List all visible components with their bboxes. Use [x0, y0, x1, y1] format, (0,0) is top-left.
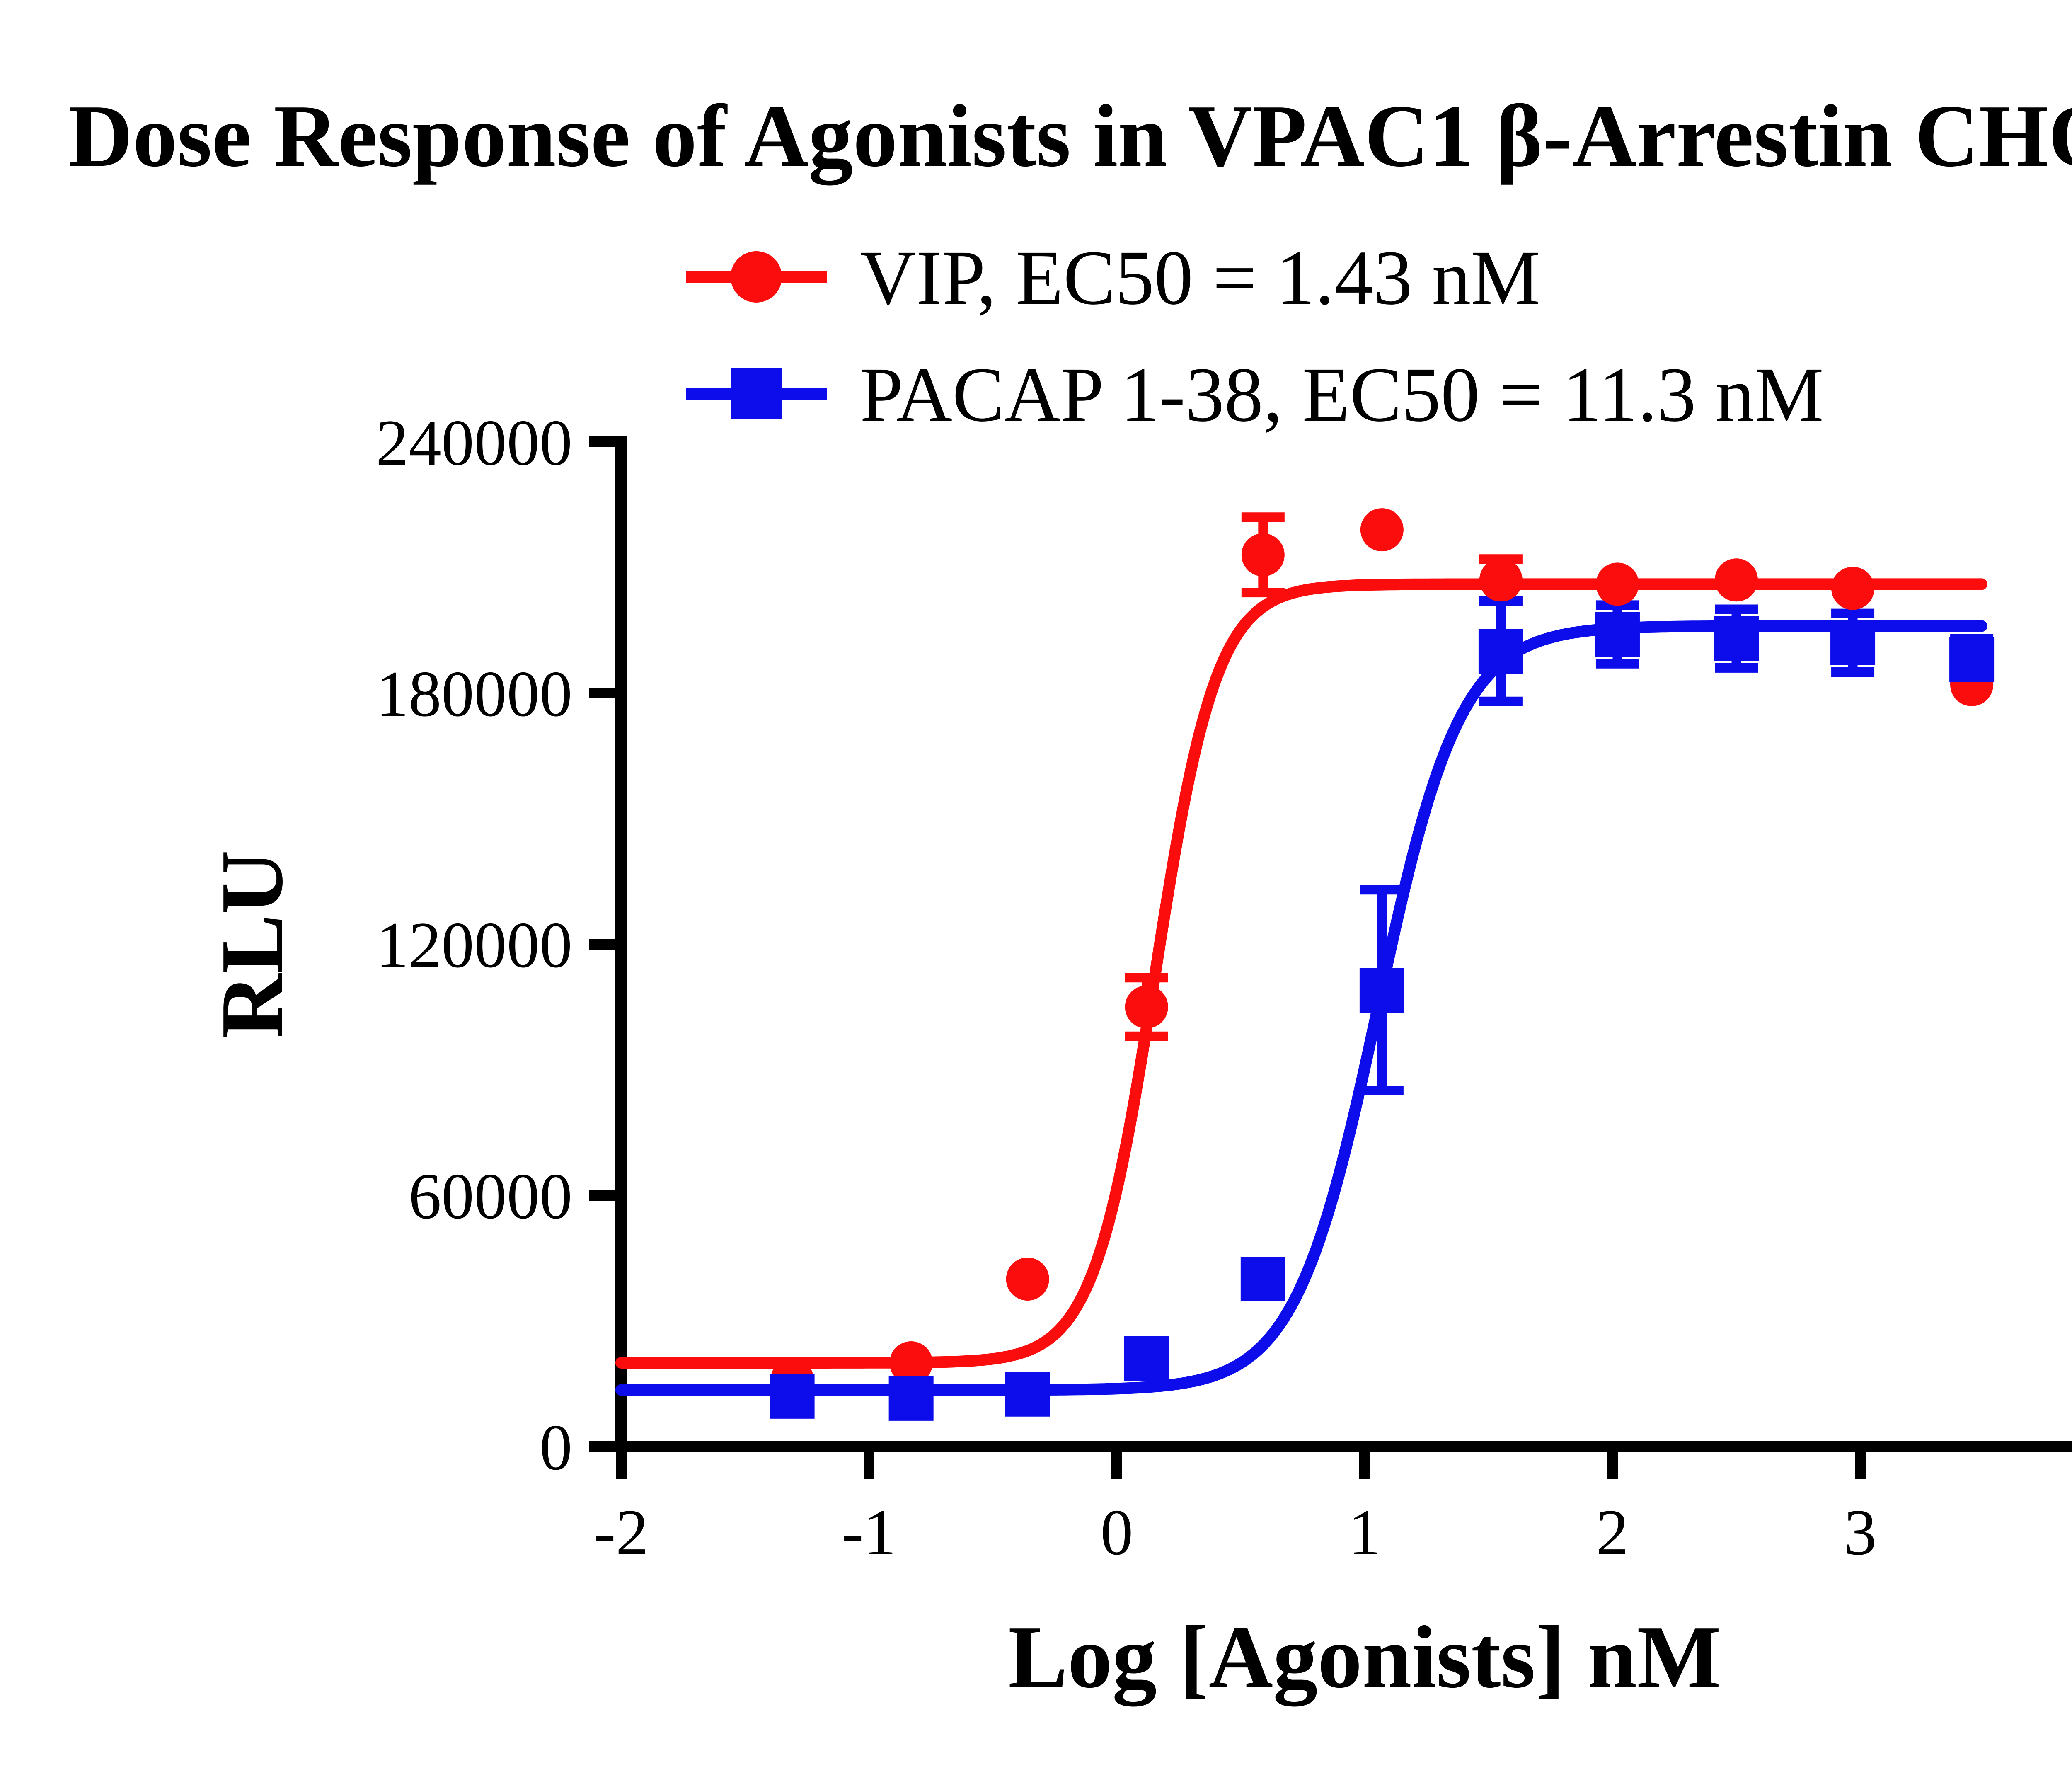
x-tick-label: -1 [842, 1496, 896, 1569]
vip-legend-label: VIP, EC50 = 1.43 nM [860, 234, 1540, 321]
data-points-layer [770, 508, 1995, 1421]
chart-title: Dose Response of Agonists in VPAC1 β-Arr… [68, 86, 2072, 185]
x-tick-label: 0 [1101, 1496, 1133, 1569]
pacap-legend-square-marker [731, 368, 782, 419]
legend: VIP, EC50 = 1.43 nM PACAP 1-38, EC50 = 1… [686, 234, 1824, 438]
pacap-data-point [1830, 620, 1876, 665]
vip-data-point [1006, 1258, 1049, 1301]
pacap-data-point [1949, 637, 1995, 682]
vip-data-point [1479, 558, 1523, 602]
y-tick-label: 0 [540, 1411, 572, 1484]
y-tick-label: 120000 [376, 909, 572, 981]
pacap-data-point [1124, 1336, 1169, 1381]
y-tick-label: 60000 [409, 1160, 572, 1233]
pacap-data-point [888, 1376, 934, 1421]
pacap-legend-label: PACAP 1-38, EC50 = 11.3 nM [860, 351, 1824, 438]
pacap-data-point [770, 1374, 815, 1419]
x-tick-label: 2 [1596, 1496, 1629, 1569]
x-tick-label: 1 [1348, 1496, 1381, 1569]
vip-data-point [1831, 567, 1875, 610]
pacap-data-point [1478, 629, 1523, 674]
vip-data-point [889, 1341, 933, 1384]
x-tick-label: 3 [1844, 1496, 1877, 1569]
legend-item-vip: VIP, EC50 = 1.43 nM [686, 234, 1540, 321]
pacap-data-point [1240, 1257, 1285, 1301]
vip-data-point [1241, 533, 1285, 577]
y-tick-label: 180000 [376, 658, 572, 730]
x-axis-title: Log [Agonists] nM [1008, 1607, 1721, 1706]
vip-data-point [1360, 508, 1404, 552]
vip-data-point [1595, 562, 1639, 606]
pacap-data-point [1005, 1372, 1050, 1417]
y-axis-title: RLU [202, 850, 301, 1038]
pacap-data-point [1359, 968, 1404, 1013]
vip-legend-circle-marker [731, 251, 782, 303]
vip-data-point [1715, 558, 1758, 602]
axes-layer: -2-101234060000120000180000240000 [376, 407, 2072, 1569]
y-tick-label: 240000 [376, 407, 572, 479]
legend-item-pacap: PACAP 1-38, EC50 = 11.3 nM [686, 351, 1824, 438]
vip-data-point [1125, 985, 1168, 1029]
pacap-data-point [1714, 616, 1759, 661]
pacap-data-point [1595, 612, 1640, 657]
x-tick-label: -2 [594, 1496, 649, 1569]
